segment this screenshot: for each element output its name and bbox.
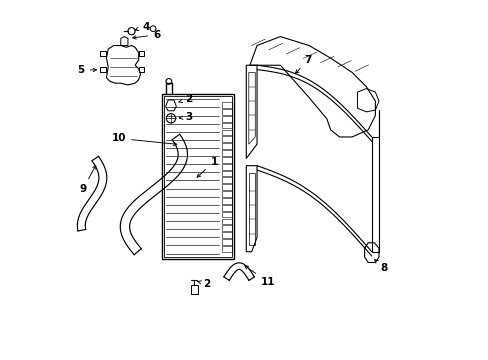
Text: 6: 6 bbox=[133, 30, 160, 40]
Text: 11: 11 bbox=[244, 266, 275, 287]
Text: 2: 2 bbox=[197, 279, 210, 289]
Text: 10: 10 bbox=[111, 134, 176, 145]
Text: 8: 8 bbox=[374, 260, 386, 273]
Text: 4: 4 bbox=[135, 22, 149, 32]
Text: 3: 3 bbox=[179, 112, 192, 122]
Text: 5: 5 bbox=[78, 65, 96, 75]
Text: 1: 1 bbox=[197, 157, 217, 177]
Text: 7: 7 bbox=[295, 55, 311, 73]
Text: 2: 2 bbox=[179, 94, 192, 104]
Text: 9: 9 bbox=[80, 165, 96, 194]
